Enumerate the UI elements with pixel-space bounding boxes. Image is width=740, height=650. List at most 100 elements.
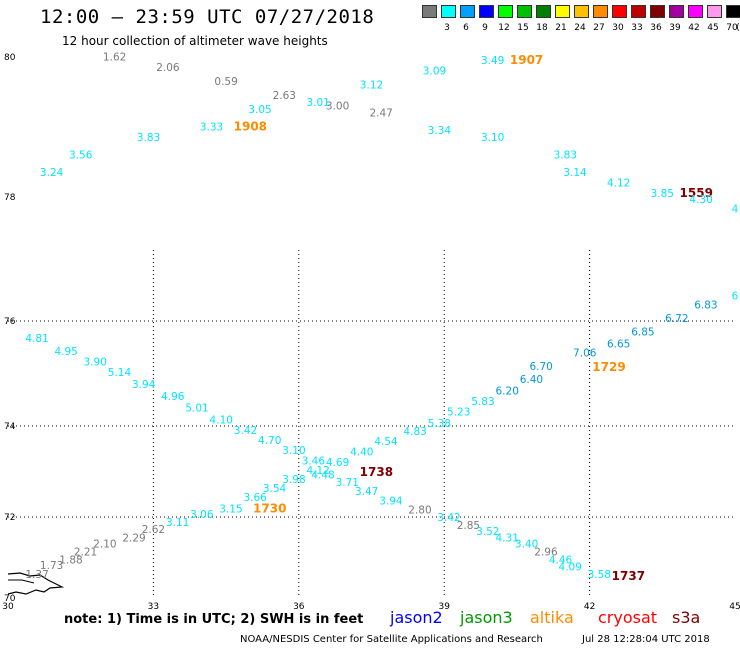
legend-label: 6 — [463, 23, 469, 33]
wave-height-value: 3.00 — [326, 101, 349, 113]
wave-height-value: 2.47 — [369, 108, 392, 120]
satellite-name: cryosat — [598, 608, 658, 627]
legend-swatch — [669, 5, 684, 18]
wave-height-value: 3.90 — [84, 357, 107, 369]
legend-label: 24 — [574, 23, 586, 33]
satellite-name: s3a — [672, 608, 701, 627]
wave-height-value: 4.48 — [311, 469, 334, 481]
lon-tick-label: 33 — [148, 602, 159, 612]
legend-swatch — [631, 5, 646, 18]
wave-height-value: 3.33 — [200, 122, 223, 134]
lon-tick-label: 39 — [438, 602, 450, 612]
legend-label: 12 — [498, 23, 510, 33]
footer-credit: NOAA/NESDIS Center for Satellite Applica… — [240, 634, 543, 645]
wave-height-value: 3.49 — [481, 55, 504, 67]
legend-label: 42 — [688, 23, 700, 33]
wave-height-value: 3.14 — [563, 167, 587, 179]
satellite-name: altika — [530, 608, 574, 627]
legend-label: 39 — [669, 23, 681, 33]
wave-height-value: 3.47 — [355, 486, 378, 498]
wave-height-value: 3.83 — [554, 150, 577, 162]
wave-height-value: 3.11 — [166, 517, 189, 529]
wave-height-value: 2.85 — [457, 520, 480, 532]
wave-height-value: 2.80 — [408, 504, 431, 516]
wave-height-value: 3.09 — [423, 66, 446, 78]
lon-tick-label: 30 — [2, 602, 14, 612]
wave-height-value: 2.96 — [534, 546, 558, 558]
units-note: note: 1) Time is in UTC; 2) SWH is in fe… — [64, 612, 364, 627]
wave-height-value: 2.06 — [156, 62, 180, 74]
wave-height-value: 4.12 — [607, 178, 630, 190]
wave-height-value: 4.10 — [210, 414, 233, 426]
lat-tick-label: 74 — [4, 422, 16, 432]
wave-height-value: 1.88 — [59, 555, 82, 567]
legend-swatch — [726, 5, 740, 18]
lat-tick-label: 72 — [4, 513, 15, 523]
wave-height-value: 3.24 — [40, 167, 64, 179]
legend-swatch — [593, 5, 608, 18]
wave-height-value: 6.65 — [607, 338, 630, 350]
legend-label: 45 — [707, 23, 719, 33]
wave-height-value: 3.12 — [360, 80, 383, 92]
satellite-name: jason2 — [390, 608, 443, 627]
satellite-name: jason3 — [460, 608, 513, 627]
track-time-label: 1908 — [234, 120, 267, 134]
wave-height-value: 2.62 — [142, 524, 165, 536]
legend-swatch — [688, 5, 703, 18]
wave-height-value: 6.70 — [529, 361, 552, 373]
track-time-label: 1730 — [253, 501, 286, 515]
legend-swatch — [555, 5, 570, 18]
page-title: 12:00 – 23:59 UTC 07/27/2018 — [40, 6, 375, 28]
wave-height-value: 4.54 — [374, 436, 398, 448]
wave-height-value: 4.69 — [326, 457, 349, 469]
legend-swatch — [441, 5, 456, 18]
legend-label: 30 — [612, 23, 624, 33]
lat-tick-label: 78 — [4, 193, 16, 203]
wave-height-value: 1.37 — [25, 569, 48, 581]
legend-swatch — [479, 5, 494, 18]
lon-tick-label: 42 — [584, 602, 595, 612]
legend-unit: (ft) — [736, 23, 740, 33]
legend-label: 70 — [726, 23, 738, 33]
wave-height-value: 4 — [732, 204, 739, 216]
wave-height-value: 6.83 — [694, 300, 717, 312]
wave-height-value: 4.95 — [54, 346, 77, 358]
wave-height-value: 6.72 — [665, 313, 688, 325]
wave-height-value: 3.01 — [306, 97, 329, 109]
legend-swatch — [612, 5, 627, 18]
wave-height-value: 4.83 — [403, 426, 426, 438]
legend-swatch — [422, 5, 437, 18]
wave-height-value: 3.56 — [69, 150, 93, 162]
legend-swatch — [707, 5, 722, 18]
lat-tick-label: 76 — [4, 317, 16, 327]
page-subtitle: 12 hour collection of altimeter wave hei… — [62, 34, 328, 48]
track-time-label: 1737 — [612, 569, 645, 583]
wave-height-value: 5.01 — [185, 402, 208, 414]
lat-tick-label: 80 — [4, 53, 16, 63]
track-time-label: 1559 — [680, 186, 713, 200]
wave-height-value: 6.40 — [520, 374, 543, 386]
wave-height-value: 3.54 — [263, 483, 287, 495]
wave-height-value: 3.42 — [437, 512, 460, 524]
legend-label: 18 — [536, 23, 548, 33]
legend-swatch — [517, 5, 532, 18]
wave-height-value: 3.46 — [302, 456, 326, 468]
wave-height-value: 5.38 — [428, 418, 451, 430]
wave-height-value: 6.85 — [631, 327, 654, 339]
wave-height-value: 3.34 — [428, 125, 452, 137]
wave-height-value: 4.81 — [25, 333, 48, 345]
wave-height-value: 3.42 — [234, 425, 257, 437]
coastline — [7, 572, 65, 595]
generation-timestamp: Jul 28 12:28:04 UTC 2018 — [582, 634, 710, 645]
legend-label: 15 — [517, 23, 529, 33]
wave-height-value: 4.30 — [689, 194, 712, 206]
wave-height-value: 7.06 — [573, 348, 597, 360]
wave-height-value: 3.10 — [481, 132, 504, 144]
wave-height-value: 3.15 — [219, 503, 242, 515]
wave-height-value: 4.40 — [350, 447, 373, 459]
legend-label: 3 — [444, 23, 450, 33]
wave-height-value: 3.85 — [651, 188, 674, 200]
lat-tick-label: 70 — [4, 594, 16, 604]
